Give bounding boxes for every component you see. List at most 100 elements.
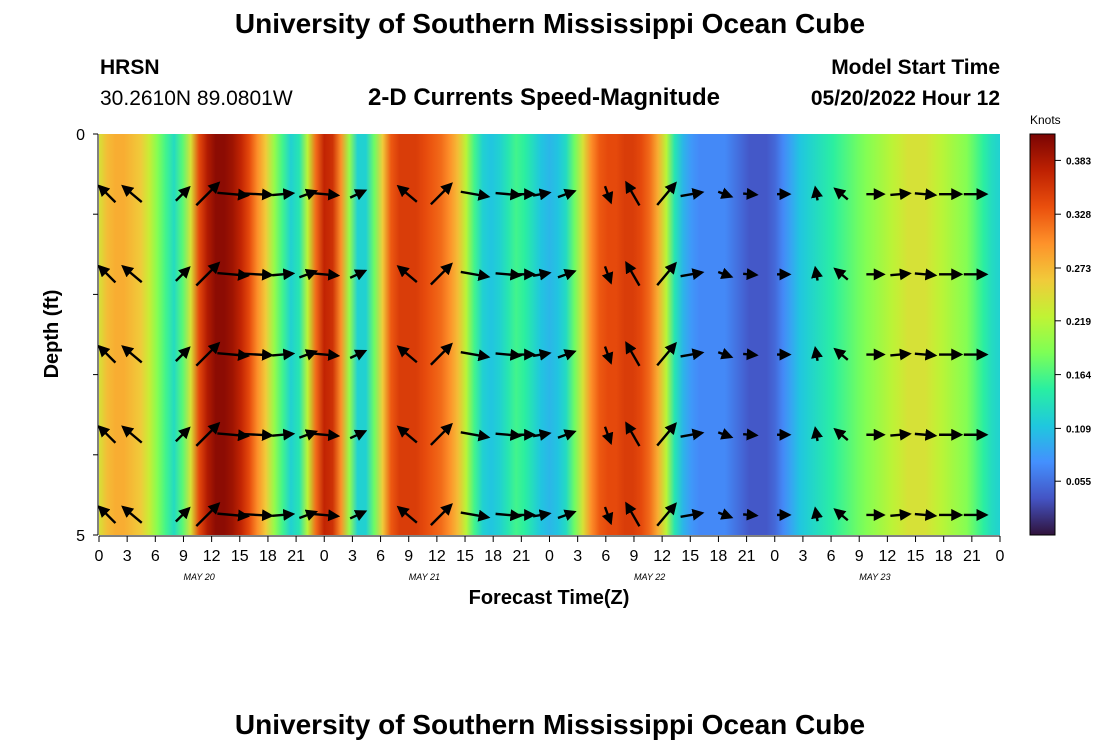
current-arrow [743,508,759,521]
x-tick-label: 21 [738,548,756,565]
colorbar-tick-label: 0.383 [1066,156,1091,167]
current-arrow [243,428,275,441]
x-tick-label: 6 [151,548,160,565]
x-tick-label: 15 [231,548,249,565]
current-arrow [97,184,117,204]
current-arrow [914,428,938,441]
colorbar-tick-label: 0.055 [1066,477,1091,488]
x-tick-label: 6 [601,548,610,565]
current-arrow [557,429,577,441]
x-tick-label: 21 [287,548,305,565]
current-arrow [195,261,221,287]
current-arrow [557,269,577,281]
current-arrow [175,426,191,443]
colorbar-tick-label: 0.219 [1066,317,1091,328]
current-arrow [97,344,117,364]
x-tick-label: 15 [456,548,474,565]
current-arrow [121,184,143,203]
current-arrow [811,506,823,522]
current-arrow [217,188,251,201]
current-arrow [430,182,453,206]
x-tick-label: 6 [827,548,836,565]
current-arrow [310,188,341,201]
current-arrow [243,268,275,281]
colorbar-tick-label: 0.273 [1066,264,1091,275]
current-arrow [175,185,191,202]
current-arrow [656,422,677,447]
current-arrow [656,261,677,286]
current-arrow [743,348,759,361]
current-arrow [557,349,577,361]
current-arrow [243,348,275,361]
current-arrow [811,185,823,201]
current-arrow [349,510,368,521]
colorbar-ticks: 0.383 0.328 0.273 0.219 0.164 0.109 0.055 [1055,156,1091,488]
current-arrow [656,181,677,206]
current-arrow [460,269,491,281]
current-arrow [914,509,938,521]
x-tick-label: 9 [855,548,864,565]
x-tick-label: 3 [123,548,132,565]
current-arrow [310,268,341,281]
current-arrow [625,501,641,527]
current-arrow [680,348,705,361]
x-tick-label: 12 [203,548,221,565]
current-arrow [430,262,453,286]
current-arrow [310,509,341,522]
current-arrow [460,509,491,522]
current-arrow [914,268,938,281]
current-arrow [121,505,143,524]
station-code: HRSN [100,56,160,79]
plot-area [99,134,1000,535]
x-tick-label: 18 [259,548,277,565]
current-arrow [833,267,849,281]
x-tick-label: 9 [630,548,639,565]
current-arrow [195,421,221,447]
current-arrow [272,348,296,361]
current-arrow [396,425,418,444]
current-arrow [601,506,614,526]
current-arrow [557,188,577,201]
x-tick-label: 6 [376,548,385,565]
current-arrow [175,506,191,523]
current-arrow [243,188,275,201]
current-arrow [175,346,191,362]
day-label: MAY 20 [184,572,215,582]
current-arrow [811,426,823,442]
current-arrow [430,342,453,366]
current-arrow [680,508,705,521]
x-tick-label: 12 [428,548,446,565]
current-arrow [175,266,191,282]
current-arrow [396,265,418,283]
x-tick-label: 12 [878,548,896,565]
current-arrow [680,188,705,200]
page-title-bottom: University of Southern Mississippi Ocean… [234,709,866,740]
current-arrow [743,428,759,441]
current-arrow [656,502,677,527]
x-tick-label: 3 [348,548,357,565]
current-arrow [890,428,912,441]
current-arrow [349,189,368,201]
current-arrow [914,188,938,201]
current-arrow [121,345,143,364]
current-arrow [217,509,251,522]
current-arrow [601,265,614,285]
x-tick-label: 21 [512,548,530,565]
current-arrow [717,347,734,360]
current-arrow [195,341,221,367]
current-arrow [349,269,368,281]
page-title: University of Southern Mississippi Ocean… [234,8,866,39]
current-arrow [625,180,641,207]
current-arrow [396,505,418,524]
current-arrow [680,268,705,281]
current-arrow [890,268,912,281]
x-tick-label: 9 [179,548,188,565]
current-arrow [243,509,275,522]
current-arrow [121,425,143,444]
current-arrow [97,424,117,444]
current-arrow [811,345,823,362]
x-tick-label: 18 [484,548,502,565]
current-arrow [349,429,368,441]
x-tick-label: 3 [573,548,582,565]
x-tick-label: 0 [770,548,779,565]
